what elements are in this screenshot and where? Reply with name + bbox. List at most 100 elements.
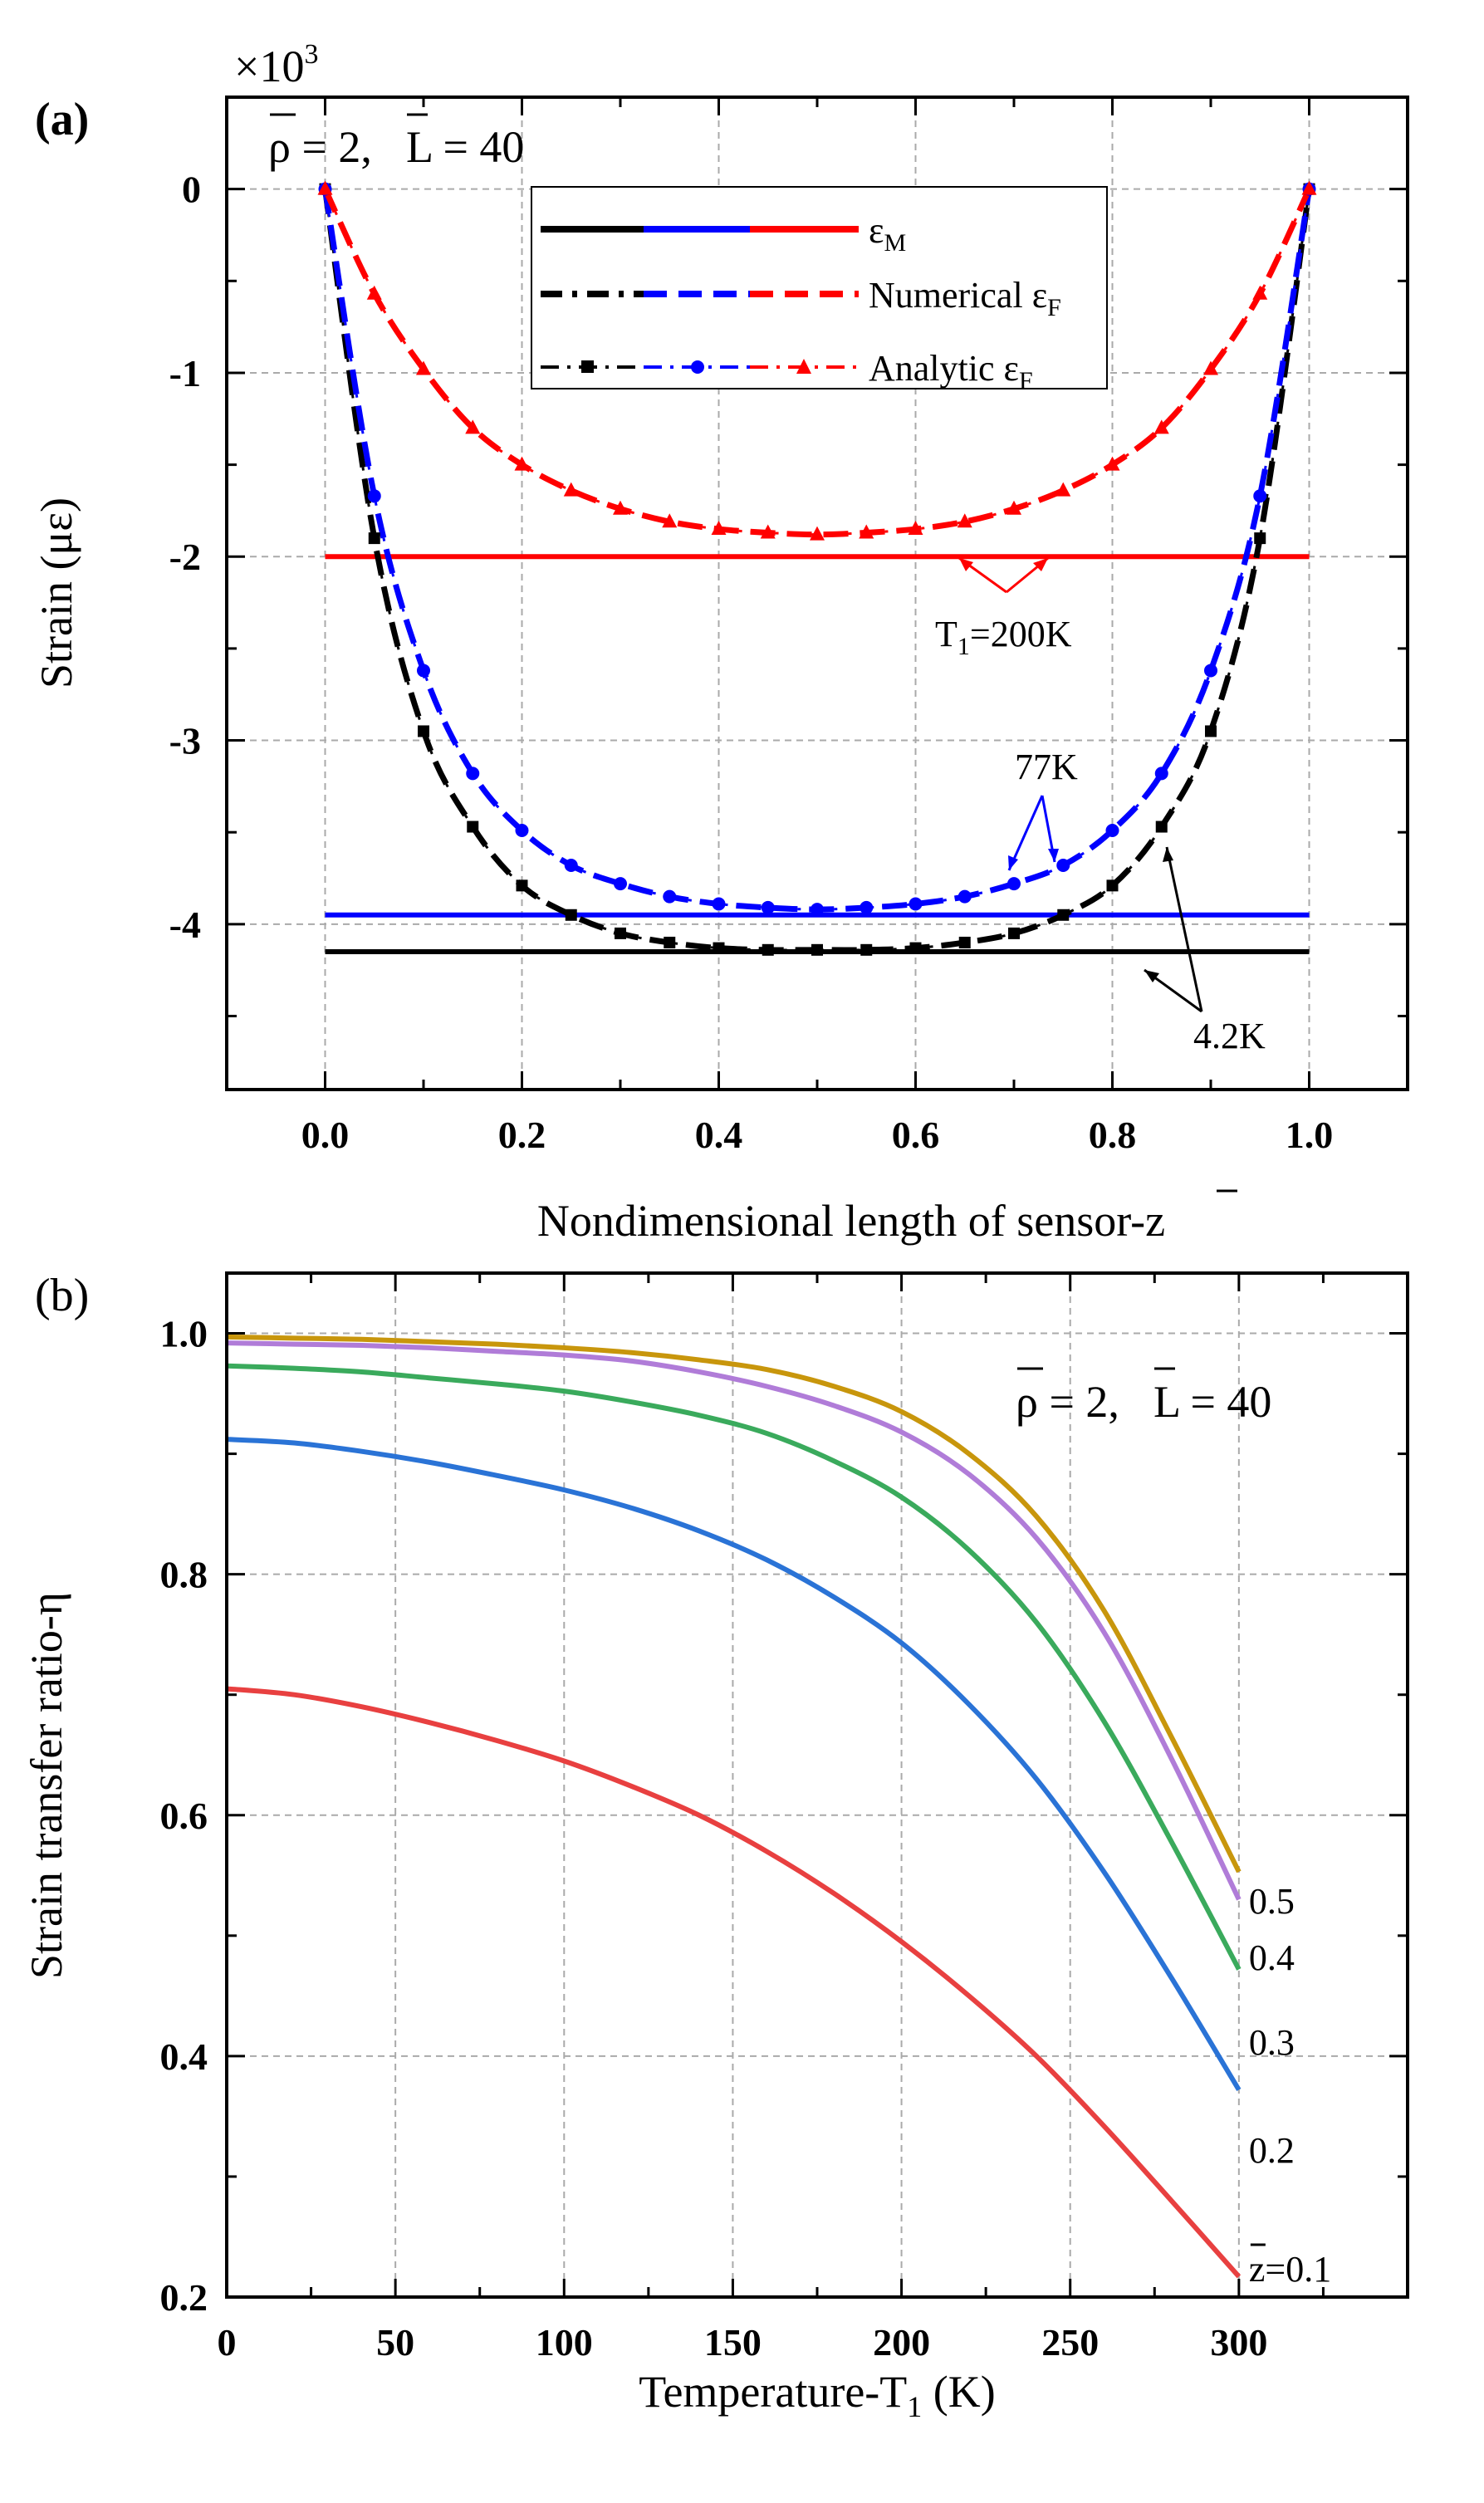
marker-square	[418, 725, 429, 737]
marker-square	[1057, 909, 1070, 921]
y-tick-label: 0.2	[160, 2276, 208, 2319]
marker-triangle	[1153, 419, 1169, 434]
marker-square	[368, 532, 380, 545]
series-label-0.4: 0.4	[1249, 1937, 1295, 1978]
series-z-0.4	[226, 1340, 1242, 1901]
marker-circle	[712, 897, 726, 911]
marker-triangle	[662, 513, 678, 528]
x-tick-label: 150	[704, 2321, 762, 2363]
marker-circle	[663, 889, 677, 904]
panel-b-series-labels: 0.5 0.4 0.3 0.2 z=0.1	[1249, 1881, 1331, 2290]
y-tick-label: -1	[169, 352, 201, 394]
panel-b-rho-text: ρ = 2,	[1016, 1377, 1119, 1427]
marker-square	[664, 936, 676, 948]
y-tick-label: -2	[169, 536, 201, 578]
marker-triangle	[563, 482, 579, 497]
panel-a-l-text: L = 40	[406, 122, 524, 172]
legend-entry-analytic: Analytic εF	[869, 348, 1033, 394]
marker-circle	[515, 823, 529, 837]
marker-circle	[860, 900, 874, 914]
x-tick-label: 300	[1210, 2321, 1267, 2363]
x-tick-label: 1.0	[1286, 1114, 1334, 1156]
series-analytic-5	[324, 189, 1310, 536]
marker-circle	[367, 489, 381, 503]
marker-triangle	[514, 456, 530, 471]
marker-circle	[614, 877, 627, 891]
x-tick-label: 0	[218, 2321, 237, 2363]
y-tick-label: 0	[182, 169, 201, 211]
panel-a-rho-text: ρ = 2,	[268, 122, 372, 172]
series-analytic-3	[324, 189, 1310, 952]
x-tick-label: 100	[536, 2321, 593, 2363]
marker-circle	[417, 664, 430, 678]
panel-a-x-tick-labels: 0.0 0.2 0.4 0.6 0.8 1.0	[301, 1114, 1334, 1156]
series-z-0.3	[226, 1363, 1242, 1971]
panel-b-params: ρ = 2, L = 40	[1016, 1367, 1271, 1427]
y-tick-label: 0.8	[160, 1554, 208, 1596]
panel-a-multiplier: ×103	[234, 39, 318, 91]
marker-triangle	[711, 521, 727, 536]
x-tick-label: 250	[1041, 2321, 1099, 2363]
marker-triangle	[613, 500, 628, 515]
y-tick-label: 0.4	[160, 2035, 208, 2078]
marker-triangle	[465, 419, 481, 434]
panel-b: (b) 0 50 100 150 200 250 300 0.2 0.4 0.6 0.8 1.0 0…	[22, 1270, 1409, 2423]
panel-b-label: (b)	[35, 1270, 89, 1321]
marker-triangle	[1203, 360, 1218, 375]
series-z-0.5	[226, 1334, 1242, 1874]
marker-circle	[811, 903, 824, 917]
series-z-0.2	[226, 1437, 1242, 2092]
x-tick-label: 0.4	[695, 1114, 743, 1156]
panel-b-y-tick-labels: 0.2 0.4 0.6 0.8 1.0	[160, 1313, 208, 2319]
marker-square	[516, 879, 528, 892]
marker-triangle	[317, 180, 333, 195]
marker-circle	[564, 859, 578, 873]
marker-triangle	[366, 285, 382, 300]
marker-triangle	[1055, 482, 1071, 497]
y-tick-label: -4	[169, 904, 201, 946]
marker-triangle	[1301, 180, 1317, 195]
marker-square	[1205, 725, 1217, 737]
marker-circle	[1253, 489, 1267, 503]
panel-b-ticks	[225, 1273, 1409, 2299]
marker-square	[1106, 879, 1119, 892]
marker-circle	[1056, 859, 1070, 873]
x-tick-label: 0.2	[498, 1114, 546, 1156]
y-tick-label: 0.6	[160, 1795, 208, 1837]
marker-triangle	[1006, 500, 1021, 515]
marker-triangle	[760, 524, 776, 539]
panel-a-label: (a)	[35, 94, 89, 145]
marker-circle	[1204, 664, 1217, 678]
marker-triangle	[957, 513, 972, 528]
panel-a-params: ρ = 2, L = 40	[268, 113, 524, 172]
panel-b-x-axis-label: Temperature-T1 (K)	[639, 2367, 996, 2423]
marker-square	[1155, 820, 1168, 833]
panel-a-annotations: T1=200K 77K 4.2K	[935, 556, 1266, 1056]
panel-b-l-text: L = 40	[1153, 1377, 1271, 1427]
marker-circle	[909, 897, 923, 911]
panel-a-legend: εM Numerical εF Analytic εF	[531, 186, 1108, 394]
marker-triangle	[810, 526, 825, 541]
panel-a-ticks	[225, 96, 1409, 1090]
x-tick-label: 200	[873, 2321, 930, 2363]
x-tick-label: 50	[376, 2321, 414, 2363]
marker-square	[762, 943, 774, 956]
x-tick-label: 0.8	[1089, 1114, 1137, 1156]
marker-triangle	[416, 360, 431, 375]
marker-triangle	[1252, 285, 1268, 300]
y-tick-label: -3	[169, 720, 201, 762]
series-z-0.1	[226, 1686, 1242, 2279]
marker-square	[909, 942, 922, 954]
marker-square	[860, 943, 873, 956]
marker-triangle	[859, 524, 874, 539]
annotation-200k: T1=200K	[935, 614, 1072, 660]
panel-b-series	[226, 1334, 1242, 2279]
annotation-77k: 77K	[1015, 747, 1078, 787]
marker-triangle	[908, 521, 923, 536]
marker-square	[565, 909, 577, 921]
legend-entry-numerical: Numerical εF	[869, 275, 1061, 321]
marker-circle	[1007, 877, 1021, 891]
marker-square	[713, 942, 725, 954]
marker-square	[1008, 927, 1020, 939]
